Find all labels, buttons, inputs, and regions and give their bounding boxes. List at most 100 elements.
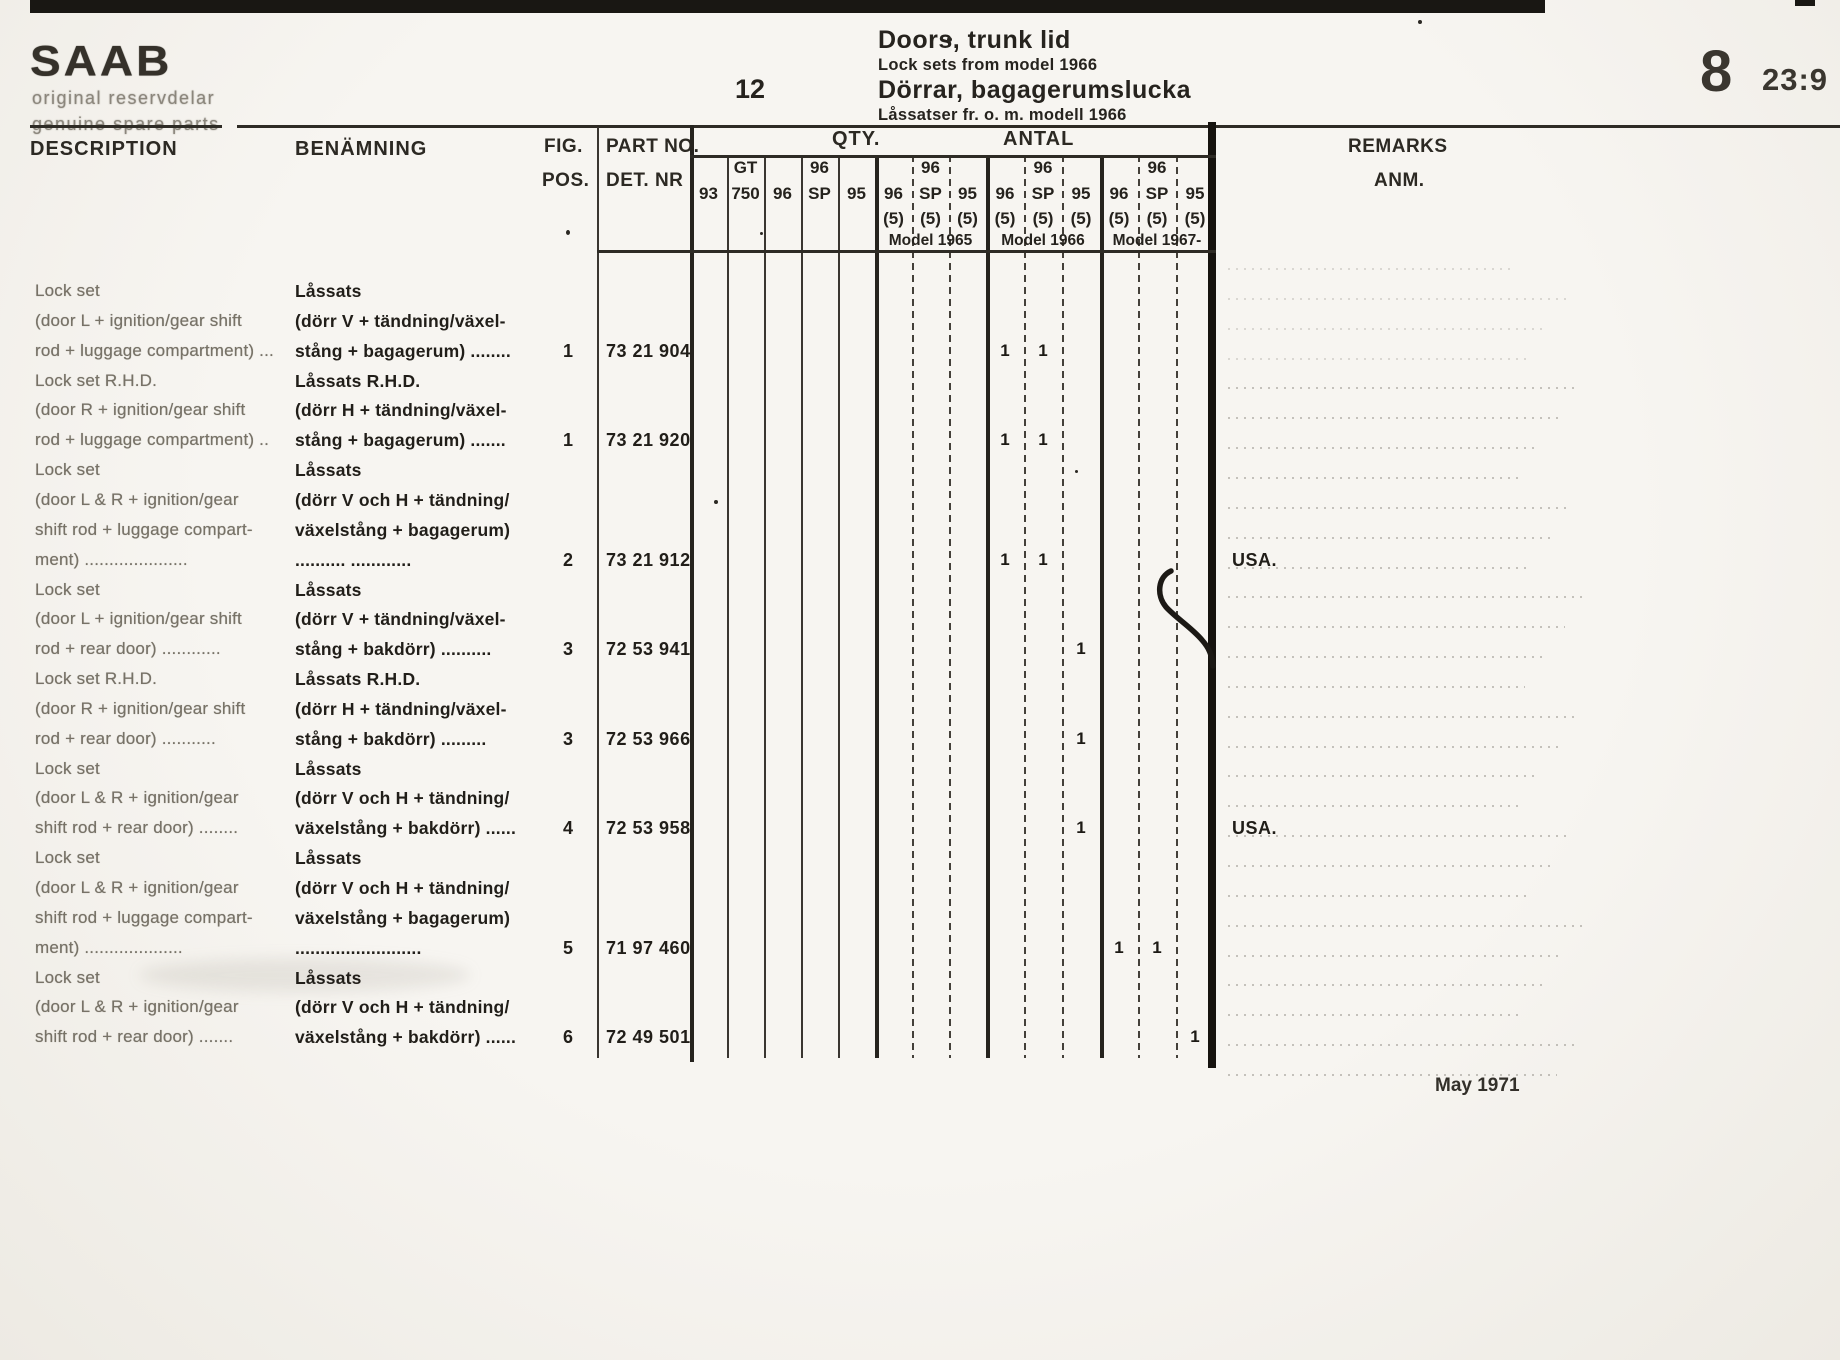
description-line: shift rod + rear door) ........ bbox=[35, 818, 239, 838]
benamning-line: (dörr H + tändning/växel- bbox=[295, 698, 507, 719]
qty-col-header-sub: (5) bbox=[1146, 209, 1168, 228]
dotted-leader bbox=[1228, 357, 1526, 360]
qty-col-header-top: 96 bbox=[1147, 158, 1167, 177]
col-header-description: DESCRIPTION bbox=[30, 138, 178, 160]
qty-band-label-sv: ANTAL bbox=[1003, 128, 1075, 150]
qty-col-header-top: 96 bbox=[921, 158, 940, 177]
col-header-partno: PART NO. bbox=[606, 136, 700, 157]
benamning-line: Låssats R.H.D. bbox=[295, 370, 421, 391]
fig-pos-value: 5 bbox=[562, 937, 573, 958]
dotted-leader bbox=[1228, 268, 1513, 270]
description-line: Lock set bbox=[35, 460, 100, 480]
fig-pos-value: 3 bbox=[562, 728, 573, 749]
grid-line-group-divider bbox=[1100, 155, 1104, 1058]
dotted-leader bbox=[1228, 894, 1531, 897]
grid-line-part-right bbox=[690, 125, 694, 1062]
qty-value-m66_95: 1 bbox=[1076, 818, 1086, 838]
qty-col-header-label: 95 bbox=[847, 184, 866, 203]
description-line: (door R + ignition/gear shift bbox=[35, 400, 246, 420]
qty-col-header-label: 95 bbox=[958, 184, 977, 203]
description-line: rod + rear door) ............ bbox=[35, 639, 221, 659]
part-number: 72 53 958 bbox=[606, 818, 691, 839]
qty-col-header-sub: (5) bbox=[1108, 209, 1130, 228]
description-line: (door L & R + ignition/gear bbox=[35, 489, 239, 509]
top-rule-right bbox=[237, 125, 1840, 128]
col-header-anm: ANM. bbox=[1374, 170, 1425, 191]
remark-value: USA. bbox=[1232, 818, 1278, 839]
grid-line-group-divider bbox=[875, 155, 879, 1058]
remark-value: USA. bbox=[1232, 549, 1278, 570]
benamning-line: Låssats R.H.D. bbox=[295, 669, 421, 690]
dotted-leader bbox=[1228, 984, 1544, 987]
benamning-line: Låssats bbox=[295, 967, 362, 988]
dotted-leader bbox=[1228, 536, 1552, 539]
description-line: rod + luggage compartment) .. bbox=[35, 430, 270, 450]
dotted-leader bbox=[1228, 297, 1566, 300]
qty-value-m66_96: 1 bbox=[1000, 340, 1010, 360]
grid-line bbox=[801, 155, 803, 1058]
fig-pos-value: 4 bbox=[562, 818, 573, 839]
qty-col-header-sub: (5) bbox=[1032, 209, 1054, 228]
qty-value-m66_96sp: 1 bbox=[1038, 549, 1048, 569]
qty-band-bottom-rule bbox=[690, 155, 1216, 158]
qty-col-header-label: SP bbox=[1031, 184, 1055, 203]
fig-pos-value: 2 bbox=[562, 549, 573, 570]
model-year-label: Model 1966 bbox=[1001, 232, 1085, 249]
grid-line-right-edge-heavy bbox=[1208, 122, 1216, 1068]
dotted-leader bbox=[1228, 924, 1584, 927]
part-number: 73 21 920 bbox=[606, 430, 691, 451]
description-line: ment) ..................... bbox=[35, 549, 188, 569]
qty-value-m66_96: 1 bbox=[1000, 430, 1010, 450]
col-header-pos: POS. bbox=[542, 170, 590, 191]
dotted-leader bbox=[1228, 954, 1564, 957]
subtitle-english: Lock sets from model 1966 bbox=[878, 56, 1098, 74]
qty-col-header-label: 93 bbox=[699, 184, 718, 203]
qty-col-header-top: GT bbox=[733, 158, 758, 177]
dotted-leader bbox=[1228, 775, 1538, 778]
model-year-label: Model 1967- bbox=[1112, 232, 1202, 249]
col-header-fig: FIG. bbox=[544, 136, 583, 157]
saab-logo: SAAB bbox=[30, 37, 173, 85]
benamning-line: Låssats bbox=[295, 579, 362, 600]
qty-value-m66_96sp: 1 bbox=[1038, 340, 1048, 360]
dotted-leader bbox=[1228, 1044, 1577, 1047]
part-number: 72 53 941 bbox=[606, 639, 691, 660]
dotted-leader bbox=[1228, 805, 1518, 808]
scan-top-strip bbox=[30, 0, 1545, 13]
section-number: 8 bbox=[1700, 39, 1733, 104]
qty-value-m66_95: 1 bbox=[1076, 728, 1086, 748]
benamning-line: stång + bagagerum) ........ bbox=[295, 340, 511, 361]
dotted-leader bbox=[1228, 506, 1572, 509]
dotted-leader bbox=[1228, 447, 1539, 450]
qty-value-m67_96sp: 1 bbox=[1152, 937, 1162, 957]
qty-col-header-label: SP bbox=[919, 184, 942, 203]
grid-line bbox=[727, 155, 729, 1058]
benamning-line: .......... ............ bbox=[295, 549, 412, 570]
dotted-leader bbox=[1228, 865, 1551, 867]
part-number: 71 97 460 bbox=[606, 937, 691, 958]
benamning-line: stång + bakdörr) .......... bbox=[295, 639, 492, 660]
header-bottom-rule bbox=[597, 250, 1216, 253]
col-header-benamning: BENÄMNING bbox=[295, 138, 428, 160]
benamning-line: Låssats bbox=[295, 281, 362, 301]
col-header-remarks: REMARKS bbox=[1348, 136, 1448, 157]
description-line: Lock set bbox=[35, 848, 100, 868]
qty-col-header-sub: (5) bbox=[883, 209, 904, 228]
benamning-line: (dörr V och H + tändning/ bbox=[295, 489, 510, 510]
grid-line bbox=[949, 155, 951, 1058]
benamning-line: (dörr V + tändning/växel- bbox=[295, 310, 506, 331]
benamning-line: växelstång + bakdörr) ...... bbox=[295, 1027, 517, 1048]
model-year-label: Model 1965 bbox=[888, 232, 973, 249]
benamning-line: växelstång + bagagerum) bbox=[295, 907, 511, 928]
dotted-leader bbox=[1228, 656, 1545, 659]
logo-subtitle-sv: original reservdelar bbox=[32, 88, 216, 108]
grid-line bbox=[1176, 155, 1178, 1058]
title-english: Doors, trunk lid bbox=[878, 26, 1071, 54]
description-line: Lock set bbox=[35, 281, 100, 300]
description-line: Lock set R.H.D. bbox=[35, 669, 158, 689]
dotted-leader bbox=[1228, 835, 1571, 838]
benamning-line: (dörr V + tändning/växel- bbox=[295, 609, 506, 630]
top-rule-left bbox=[30, 125, 222, 128]
qty-value-m66_96: 1 bbox=[1000, 549, 1010, 569]
scan-speck bbox=[1075, 470, 1078, 473]
